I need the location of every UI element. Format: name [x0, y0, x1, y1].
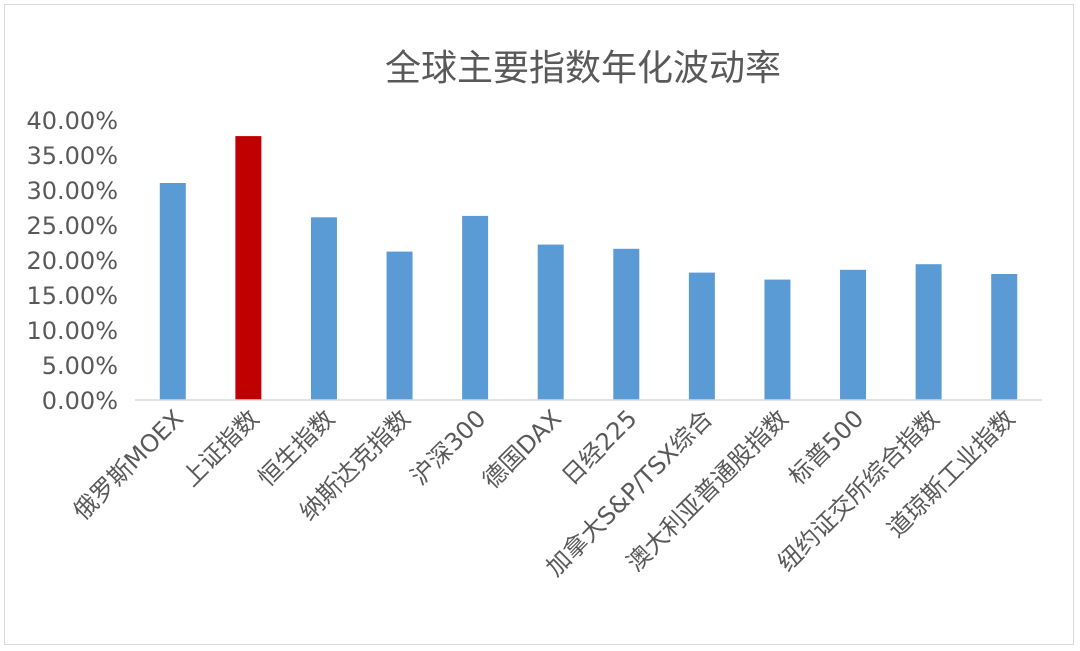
- y-tick-label: 40.00%: [26, 107, 118, 135]
- x-tick-label: 俄罗斯MOEX: [68, 404, 189, 525]
- y-tick-label: 25.00%: [26, 212, 118, 240]
- bar-3: [386, 251, 413, 400]
- bar-11: [991, 274, 1018, 400]
- bar-9: [840, 269, 867, 400]
- y-tick-label: 10.00%: [26, 317, 118, 345]
- y-tick-label: 5.00%: [42, 352, 118, 380]
- bar-4: [462, 215, 489, 400]
- bar-8: [764, 279, 791, 400]
- chart-title: 全球主要指数年化波动率: [385, 48, 781, 89]
- bars: [159, 136, 1018, 400]
- y-tick-label: 20.00%: [26, 247, 118, 275]
- y-tick-label: 15.00%: [26, 282, 118, 310]
- bar-0: [159, 183, 186, 400]
- bar-5: [537, 244, 564, 400]
- x-axis-labels: 俄罗斯MOEX上证指数恒生指数纳斯达克指数沪深300德国DAX日经225加拿大S…: [68, 404, 1020, 581]
- bar-6: [613, 248, 640, 400]
- y-tick-label: 30.00%: [26, 177, 118, 205]
- x-tick-label: 沪深300: [405, 404, 491, 490]
- bar-2: [310, 217, 337, 400]
- x-tick-label: 上证指数: [177, 404, 265, 492]
- y-axis: 0.00% 5.00% 10.00% 15.00% 20.00% 25.00% 30.00%…: [26, 107, 118, 415]
- y-tick-label: 0.00%: [42, 387, 118, 415]
- y-tick-label: 35.00%: [26, 142, 118, 170]
- bar-7: [688, 272, 715, 400]
- bar-10: [915, 264, 942, 400]
- x-tick-label: 道琼斯工业指数: [882, 404, 1021, 543]
- bar-1: [235, 136, 262, 400]
- x-tick-label: 德国DAX: [477, 404, 567, 494]
